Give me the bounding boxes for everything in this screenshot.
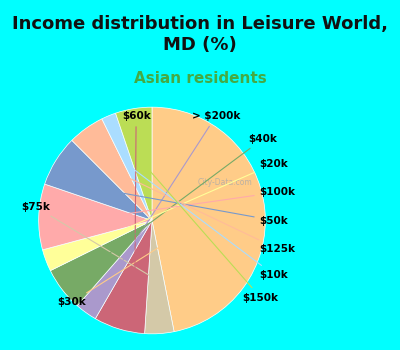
Wedge shape (39, 184, 152, 250)
Text: $20k: $20k (99, 159, 288, 240)
Wedge shape (116, 107, 152, 220)
Wedge shape (144, 220, 174, 334)
Text: > $200k: > $200k (119, 111, 240, 266)
Text: Income distribution in Leisure World,
MD (%): Income distribution in Leisure World, MD… (12, 15, 388, 54)
Text: $50k: $50k (105, 190, 288, 225)
Wedge shape (95, 220, 152, 334)
Text: $75k: $75k (21, 202, 154, 278)
Text: $150k: $150k (144, 164, 279, 302)
Wedge shape (45, 140, 152, 220)
Wedge shape (72, 119, 152, 220)
Text: $40k: $40k (108, 134, 277, 255)
Text: $10k: $10k (132, 168, 288, 280)
Text: $30k: $30k (58, 216, 208, 307)
Text: $100k: $100k (96, 187, 296, 218)
Text: $60k: $60k (122, 111, 150, 274)
Text: Asian residents: Asian residents (134, 71, 266, 85)
Wedge shape (77, 220, 152, 318)
Text: City-Data.com: City-Data.com (198, 178, 252, 187)
Wedge shape (42, 220, 152, 271)
Wedge shape (102, 113, 152, 220)
Wedge shape (50, 220, 152, 306)
Wedge shape (152, 107, 265, 332)
Text: $125k: $125k (120, 174, 296, 254)
